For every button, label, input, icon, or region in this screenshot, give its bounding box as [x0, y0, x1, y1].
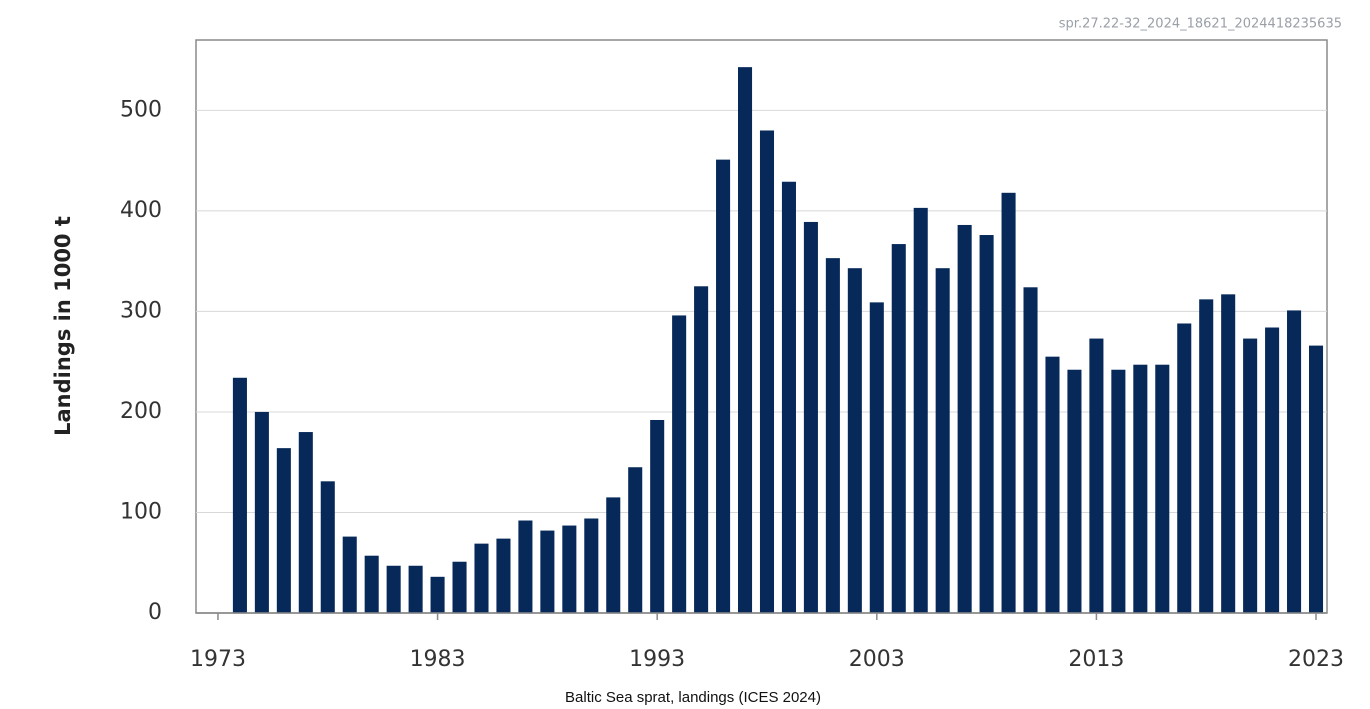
bar: [320, 481, 335, 613]
bar: [1023, 287, 1038, 613]
y-tick-label: 400: [120, 198, 162, 223]
bar: [474, 543, 489, 613]
bar: [891, 244, 906, 613]
bar: [584, 518, 599, 613]
bar: [342, 536, 357, 613]
bar: [562, 525, 577, 613]
y-tick-label: 0: [148, 600, 162, 625]
bar: [1155, 364, 1170, 613]
bar: [452, 561, 467, 613]
bar: [694, 286, 709, 613]
bar: [276, 448, 291, 613]
bar: [430, 576, 445, 613]
bar: [803, 221, 818, 613]
bar: [913, 207, 928, 613]
y-tick-label: 500: [120, 97, 162, 122]
bar: [1177, 323, 1192, 613]
x-tick-label: 1973: [190, 647, 246, 672]
x-tick-label: 1993: [629, 647, 685, 672]
y-tick-label: 200: [120, 399, 162, 424]
bar: [869, 302, 884, 613]
bar: [1045, 356, 1060, 613]
bar: [496, 538, 511, 613]
bar: [1265, 327, 1280, 613]
y-axis-label: Landings in 1000 t: [51, 216, 75, 436]
bar: [254, 411, 269, 613]
x-tick-label: 2023: [1288, 647, 1344, 672]
bar: [935, 268, 950, 613]
bar: [1089, 338, 1104, 613]
bar: [738, 67, 753, 614]
bar: [1111, 369, 1126, 613]
bar: [1067, 369, 1082, 613]
bar: [847, 268, 862, 613]
bar: [1133, 364, 1148, 613]
bar: [650, 419, 665, 613]
y-tick-label: 100: [120, 499, 162, 524]
x-tick-label: 1983: [410, 647, 466, 672]
bar: [1199, 299, 1214, 613]
bar: [1308, 345, 1324, 613]
y-tick-label: 300: [120, 298, 162, 323]
bar: [957, 224, 972, 613]
bar: [1287, 310, 1302, 613]
bar: [979, 235, 994, 613]
bar: [1001, 192, 1016, 614]
bar: [716, 159, 731, 613]
caption: Baltic Sea sprat, landings (ICES 2024): [565, 689, 821, 706]
bar: [540, 530, 555, 613]
bar: [781, 181, 796, 613]
watermark: spr.27.22-32_2024_18621_2024418235635: [1059, 17, 1342, 32]
bar: [1243, 338, 1258, 613]
bar: [1221, 294, 1236, 613]
bar: [408, 565, 423, 613]
bar: [628, 467, 643, 613]
x-tick-label: 2013: [1068, 647, 1124, 672]
bar: [364, 555, 379, 613]
bar: [672, 315, 687, 613]
bar: [298, 432, 313, 613]
bar: [759, 130, 775, 613]
bar: [606, 497, 621, 613]
bar: [825, 258, 840, 613]
x-tick-label: 2003: [849, 647, 905, 672]
bar: [232, 377, 247, 613]
bar: [518, 520, 533, 613]
bar: [386, 565, 401, 613]
